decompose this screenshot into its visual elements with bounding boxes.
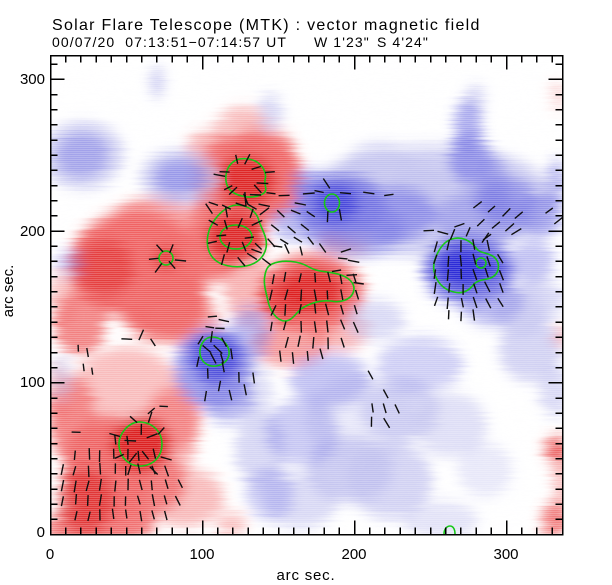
svg-text:arc sec.: arc sec. — [277, 567, 336, 584]
svg-text:00/07/20 07:13:51−07:14:57 UT: 00/07/20 07:13:51−07:14:57 UT — [52, 34, 287, 50]
svg-text:0: 0 — [37, 524, 45, 541]
svg-text:arc sec.: arc sec. — [0, 265, 17, 318]
svg-text:300: 300 — [20, 71, 45, 88]
svg-text:0: 0 — [46, 546, 54, 563]
svg-text:W 1'23": W 1'23" — [314, 34, 370, 50]
svg-text:100: 100 — [189, 546, 214, 563]
svg-text:200: 200 — [341, 546, 366, 563]
svg-text:200: 200 — [20, 223, 45, 240]
svg-text:300: 300 — [493, 546, 518, 563]
svg-text:Solar Flare Telescope (MTK) :: Solar Flare Telescope (MTK) : vector mag… — [52, 17, 481, 34]
svg-text:100: 100 — [20, 374, 45, 391]
svg-text:S 4'24": S 4'24" — [377, 34, 429, 50]
